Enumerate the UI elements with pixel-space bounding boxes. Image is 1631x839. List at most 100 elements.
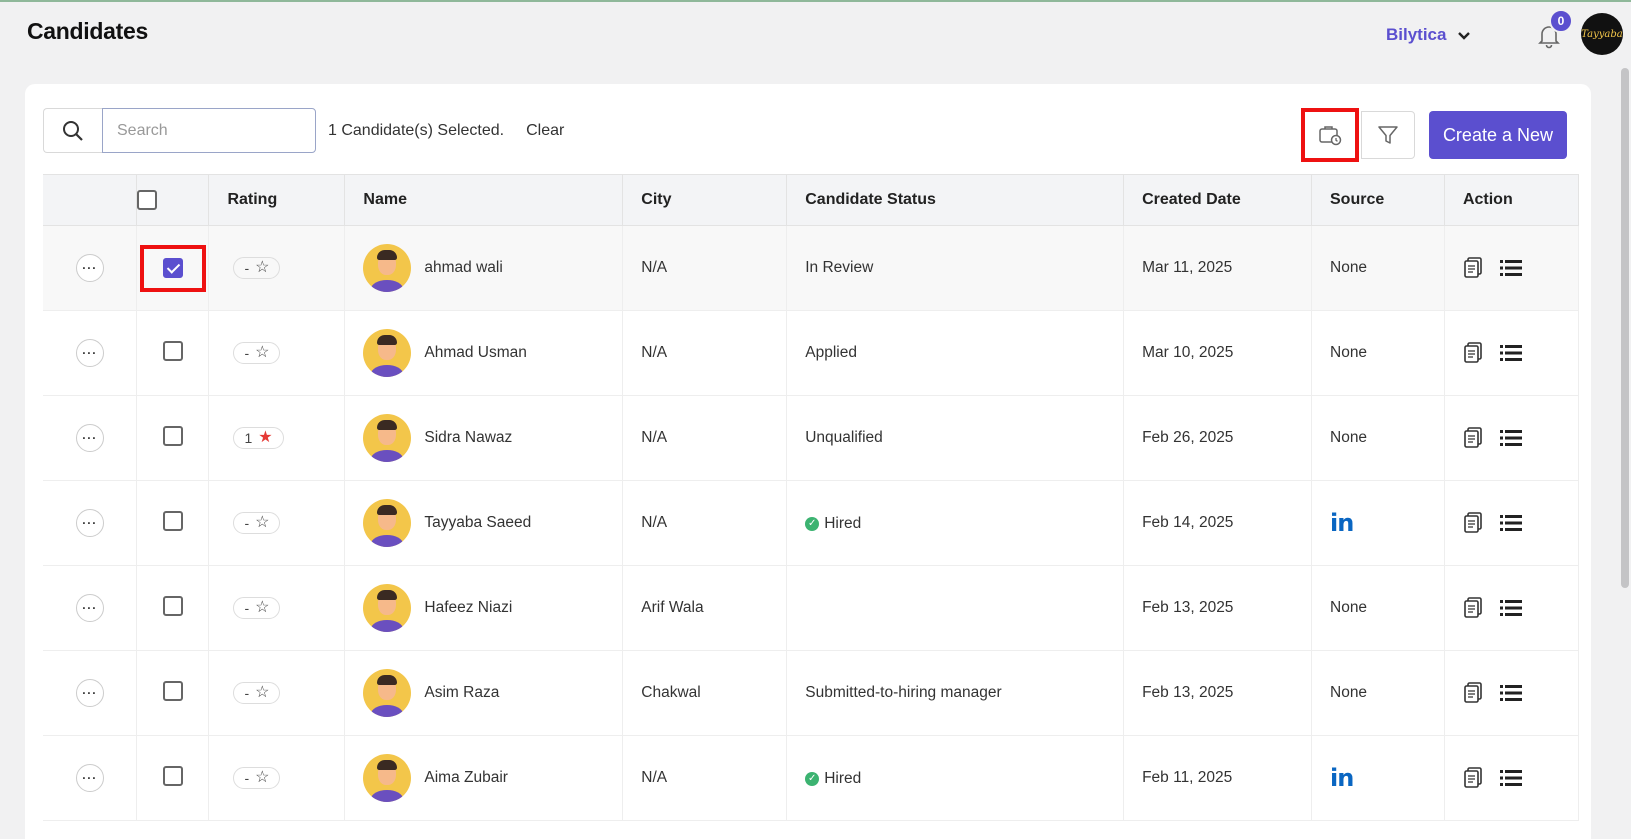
star-icon: ☆ [255, 259, 270, 276]
check-circle-icon: ✓ [805, 516, 820, 531]
more-options-button[interactable]: ··· [75, 424, 104, 452]
created-date: Feb 13, 2025 [1142, 684, 1234, 701]
list-icon[interactable] [1499, 513, 1523, 533]
candidate-name[interactable]: ahmad wali [424, 259, 503, 276]
candidate-name[interactable]: Aima Zubair [424, 769, 508, 786]
chevron-down-icon [1458, 32, 1471, 40]
org-name: Bilytica [1386, 25, 1447, 44]
document-copy-icon[interactable] [1463, 426, 1485, 450]
select-all-checkbox[interactable] [137, 190, 158, 210]
more-options-button[interactable]: ··· [75, 679, 104, 707]
document-copy-icon[interactable] [1463, 766, 1485, 790]
linkedin-icon[interactable]: in [1330, 764, 1354, 792]
rating-pill[interactable]: - ☆ [233, 767, 281, 789]
column-header-city[interactable]: City [622, 174, 788, 226]
document-copy-icon[interactable] [1463, 681, 1485, 705]
row-checkbox-wrap [162, 340, 183, 361]
status-text: In Review [805, 259, 874, 276]
star-icon: ★ [258, 429, 273, 446]
row-checkbox[interactable] [162, 340, 183, 361]
source-text: None [1330, 344, 1368, 361]
more-options-button[interactable]: ··· [75, 594, 104, 622]
notification-badge: 0 [1549, 9, 1573, 33]
rating-pill[interactable]: 1 ★ [233, 427, 284, 449]
source-text: None [1330, 684, 1368, 701]
more-options-button[interactable]: ··· [75, 509, 104, 537]
document-copy-icon[interactable] [1463, 511, 1485, 535]
created-date: Feb 14, 2025 [1142, 514, 1234, 531]
filter-button[interactable] [1360, 111, 1415, 159]
rating-value: - [244, 345, 250, 361]
document-copy-icon[interactable] [1463, 596, 1485, 620]
hired-status: ✓ Hired [805, 515, 861, 533]
more-options-button[interactable]: ··· [75, 764, 104, 792]
assign-to-job-button[interactable] [1300, 108, 1359, 162]
row-checkbox-wrap [162, 510, 183, 531]
list-icon[interactable] [1499, 768, 1523, 788]
table-row[interactable]: ··· - ☆ ahmad wali N/A In Review Mar 11, 2025 N… [43, 225, 1580, 311]
created-date: Mar 10, 2025 [1142, 344, 1234, 361]
rating-pill[interactable]: - ☆ [233, 597, 281, 619]
city-text: Arif Wala [641, 599, 704, 616]
created-date: Feb 26, 2025 [1142, 429, 1234, 446]
linkedin-icon[interactable]: in [1330, 509, 1354, 537]
city-text: Chakwal [641, 684, 701, 701]
search-input[interactable] [102, 108, 316, 153]
document-copy-icon[interactable] [1463, 341, 1485, 365]
row-checkbox[interactable] [162, 680, 183, 701]
rating-pill[interactable]: - ☆ [233, 682, 281, 704]
rating-pill[interactable]: - ☆ [233, 342, 281, 364]
list-icon[interactable] [1499, 343, 1523, 363]
top-border [0, 0, 1631, 2]
rating-value: 1 [244, 430, 253, 446]
scrollbar[interactable] [1621, 68, 1629, 588]
table-row[interactable]: ··· - ☆ Ahmad Usman N/A Applied Mar 10, 2025 No… [43, 310, 1580, 396]
table-row[interactable]: ··· - ☆ Asim Raza Chakwal Submitted-to-hiring… [43, 650, 1580, 736]
rating-pill[interactable]: - ☆ [233, 512, 281, 534]
create-new-button[interactable]: Create a New [1428, 111, 1567, 159]
created-date: Feb 13, 2025 [1142, 599, 1234, 616]
candidate-name[interactable]: Tayyaba Saeed [424, 514, 532, 531]
list-icon[interactable] [1499, 258, 1523, 278]
toolbar-actions: Create a New [1300, 108, 1567, 162]
candidate-avatar [363, 414, 412, 462]
table-row[interactable]: ··· - ☆ Hafeez Niazi Arif Wala Feb 13, 2025 No… [43, 565, 1580, 651]
org-switcher[interactable]: Bilytica [1386, 25, 1472, 45]
list-icon[interactable] [1499, 428, 1523, 448]
city-text: N/A [641, 344, 668, 361]
candidate-name[interactable]: Hafeez Niazi [424, 599, 513, 616]
row-checkbox[interactable] [162, 765, 183, 786]
column-header-more [43, 174, 138, 226]
star-icon: ☆ [255, 514, 270, 531]
list-icon[interactable] [1499, 598, 1523, 618]
row-checkbox[interactable] [162, 510, 183, 531]
table-row[interactable]: ··· - ☆ Tayyaba Saeed N/A ✓ Hired Feb 14, 2025 i… [43, 480, 1580, 566]
row-checkbox[interactable] [162, 425, 183, 446]
candidate-name[interactable]: Asim Raza [424, 684, 500, 701]
toolbar: 1 Candidate(s) Selected. Clear [43, 108, 564, 153]
column-header-status[interactable]: Candidate Status [786, 174, 1125, 226]
candidate-name[interactable]: Ahmad Usman [424, 344, 527, 361]
candidates-card: 1 Candidate(s) Selected. Clear Create a … [25, 84, 1591, 839]
more-options-button[interactable]: ··· [75, 339, 104, 367]
column-header-source[interactable]: Source [1311, 174, 1445, 226]
table-row[interactable]: ··· - ☆ Aima Zubair N/A ✓ Hired Feb 11, 2025 in [43, 735, 1580, 821]
list-icon[interactable] [1499, 683, 1523, 703]
row-checkbox[interactable] [162, 258, 183, 278]
source-text: None [1330, 599, 1368, 616]
document-copy-icon[interactable] [1463, 256, 1485, 280]
column-header-created-date[interactable]: Created Date [1123, 174, 1312, 226]
user-avatar[interactable]: Tayyaba [1581, 13, 1623, 55]
more-options-button[interactable]: ··· [75, 254, 104, 282]
page-title: Candidates [27, 18, 148, 44]
search-button[interactable] [43, 108, 102, 153]
table-row[interactable]: ··· 1 ★ Sidra Nawaz N/A Unqualified Feb 26, 20… [43, 395, 1580, 481]
candidate-name[interactable]: Sidra Nawaz [424, 429, 513, 446]
hired-status: ✓ Hired [805, 770, 861, 788]
rating-pill[interactable]: - ☆ [233, 257, 281, 279]
column-header-name[interactable]: Name [344, 174, 624, 226]
column-header-action: Action [1444, 174, 1580, 226]
row-checkbox[interactable] [162, 595, 183, 616]
clear-selection-link[interactable]: Clear [526, 121, 565, 139]
column-header-rating[interactable]: Rating [208, 174, 346, 226]
